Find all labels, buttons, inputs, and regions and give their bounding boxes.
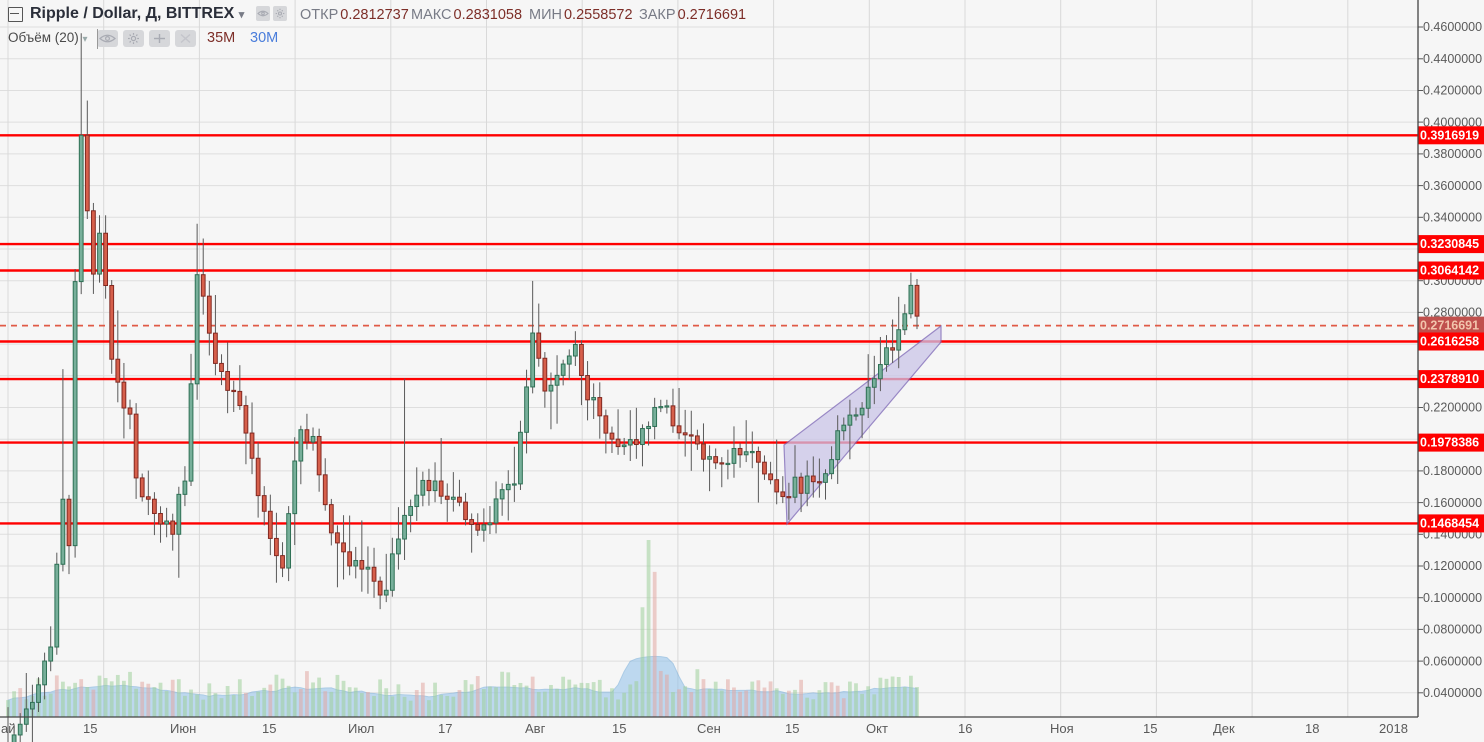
svg-text:Сен: Сен xyxy=(697,721,721,736)
svg-text:Июл: Июл xyxy=(348,721,374,736)
svg-text:0.3916919: 0.3916919 xyxy=(1420,128,1479,142)
svg-text:0.2200000: 0.2200000 xyxy=(1423,401,1482,415)
svg-text:15: 15 xyxy=(83,721,97,736)
svg-text:15: 15 xyxy=(1143,721,1157,736)
svg-text:0.2378910: 0.2378910 xyxy=(1420,372,1479,386)
svg-text:0.2716691: 0.2716691 xyxy=(1420,319,1479,333)
svg-text:0.0800000: 0.0800000 xyxy=(1423,623,1482,637)
svg-text:0.0600000: 0.0600000 xyxy=(1423,654,1482,668)
svg-text:Май: Май xyxy=(0,721,15,736)
svg-text:0.4200000: 0.4200000 xyxy=(1423,84,1482,98)
svg-text:0.1978386: 0.1978386 xyxy=(1420,436,1479,450)
svg-text:Окт: Окт xyxy=(866,721,888,736)
svg-text:15: 15 xyxy=(785,721,799,736)
svg-text:0.3064142: 0.3064142 xyxy=(1420,264,1479,278)
svg-text:0.1200000: 0.1200000 xyxy=(1423,559,1482,573)
svg-text:0.3600000: 0.3600000 xyxy=(1423,179,1482,193)
svg-text:2018: 2018 xyxy=(1379,721,1408,736)
svg-text:Дек: Дек xyxy=(1213,721,1235,736)
svg-text:17: 17 xyxy=(438,721,452,736)
svg-text:16: 16 xyxy=(958,721,972,736)
svg-text:0.1800000: 0.1800000 xyxy=(1423,464,1482,478)
svg-text:0.2616258: 0.2616258 xyxy=(1420,335,1479,349)
svg-text:0.1468454: 0.1468454 xyxy=(1420,516,1479,530)
svg-text:0.4600000: 0.4600000 xyxy=(1423,20,1482,34)
svg-text:0.1000000: 0.1000000 xyxy=(1423,591,1482,605)
svg-text:Июн: Июн xyxy=(170,721,196,736)
svg-text:Авг: Авг xyxy=(525,721,546,736)
svg-text:15: 15 xyxy=(612,721,626,736)
svg-text:0.3400000: 0.3400000 xyxy=(1423,211,1482,225)
svg-text:0.3800000: 0.3800000 xyxy=(1423,147,1482,161)
svg-text:0.4400000: 0.4400000 xyxy=(1423,52,1482,66)
svg-text:15: 15 xyxy=(262,721,276,736)
svg-text:0.3230845: 0.3230845 xyxy=(1420,237,1479,251)
svg-text:0.1600000: 0.1600000 xyxy=(1423,496,1482,510)
svg-text:Ноя: Ноя xyxy=(1050,721,1074,736)
svg-text:18: 18 xyxy=(1305,721,1319,736)
svg-text:0.0400000: 0.0400000 xyxy=(1423,686,1482,700)
